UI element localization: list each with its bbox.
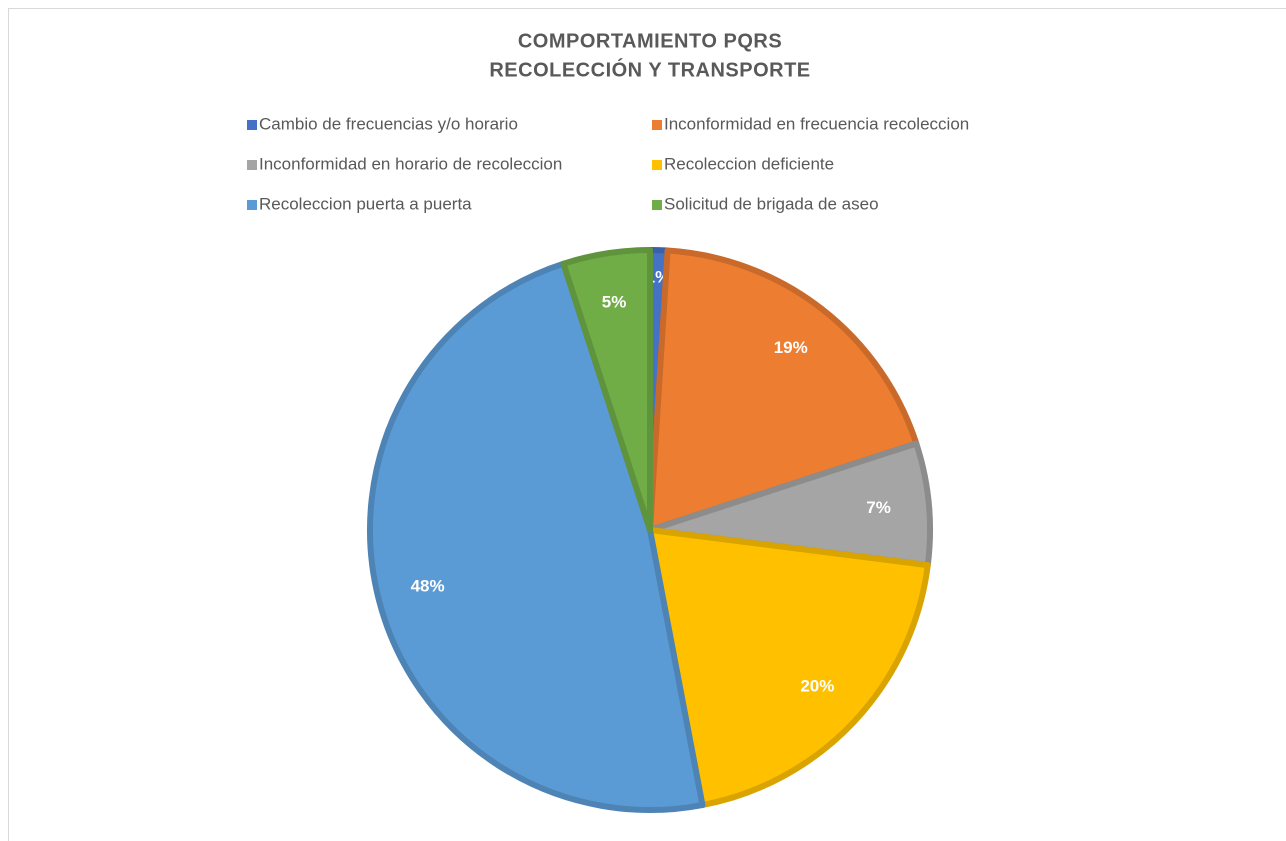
data-label: 48% (411, 577, 445, 596)
data-label: 20% (800, 677, 834, 696)
legend-label: Recoleccion puerta a puerta (259, 194, 472, 213)
data-label: 19% (774, 338, 808, 357)
legend-label: Inconformidad en frecuencia recoleccion (664, 114, 969, 133)
legend-swatch (652, 120, 662, 130)
data-label: 5% (602, 293, 627, 312)
legend-swatch (247, 200, 257, 210)
legend-label: Cambio de frecuencias y/o horario (259, 114, 518, 133)
legend-swatch (652, 200, 662, 210)
legend-label: Solicitud de brigada de aseo (664, 194, 879, 213)
legend-label: Inconformidad en horario de recoleccion (259, 154, 562, 173)
pie-slice (647, 247, 920, 533)
legend-swatch (652, 160, 662, 170)
pie-slice (367, 260, 706, 813)
pie-slice (560, 247, 653, 533)
chart-title: COMPORTAMIENTO PQRS (518, 30, 782, 52)
legend-label: Recoleccion deficiente (664, 154, 834, 173)
chart-title: RECOLECCIÓN Y TRANSPORTE (489, 57, 810, 81)
pie-slice (647, 527, 931, 809)
legend-swatch (247, 160, 257, 170)
legend-swatch (247, 120, 257, 130)
data-label: 7% (866, 498, 891, 517)
